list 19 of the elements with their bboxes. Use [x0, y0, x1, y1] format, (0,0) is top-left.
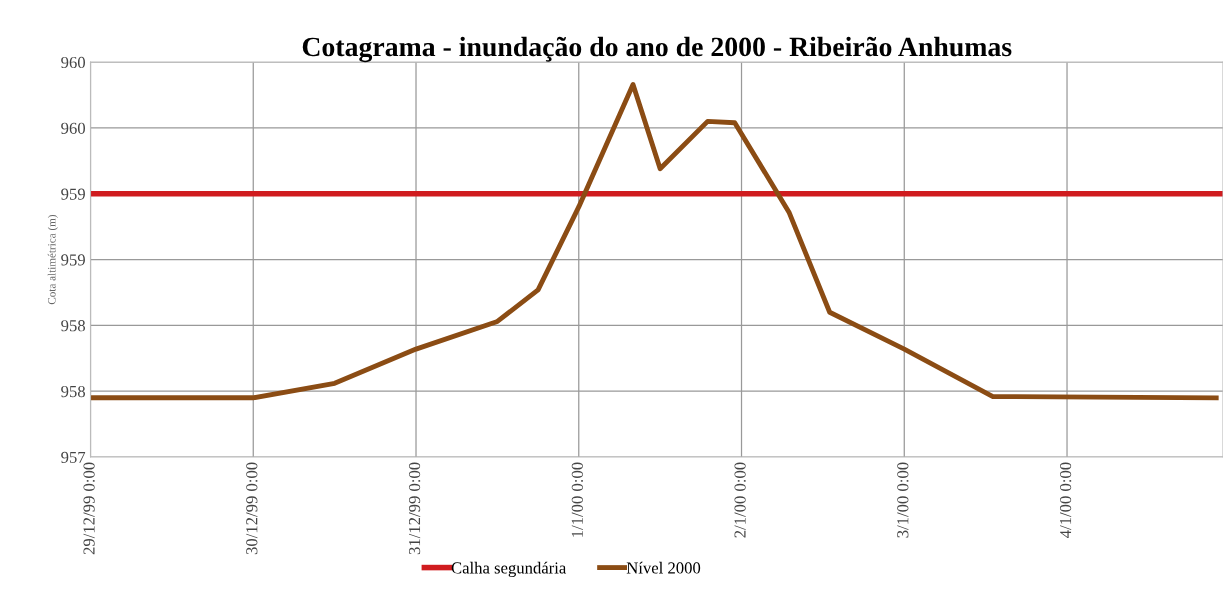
x-tick-label: 1/1/00 0:00	[571, 462, 584, 537]
x-tick-label: 3/1/00 0:00	[897, 462, 909, 538]
legend-label: Nível 2000	[626, 561, 701, 574]
x-tick-label: 31/12/99 0:00	[408, 462, 421, 555]
y-tick-label: 958	[61, 385, 86, 398]
y-tick-label: 957	[61, 451, 86, 463]
chart-title: Cotagrama - inundação do ano de 2000 - Ribeirão Anhumas	[302, 36, 1012, 63]
legend-label: Calha segundária	[451, 561, 567, 577]
y-tick-label: 959	[61, 188, 85, 200]
x-tick-label: 29/12/99 0:00	[83, 462, 95, 555]
y-axis-title: Cota altimétrica (m)	[47, 215, 58, 305]
y-tick-label: 958	[61, 320, 86, 332]
y-tick-label: 960	[61, 56, 86, 69]
x-tick-label: 2/1/00 0:00	[734, 462, 746, 538]
x-tick-label: 4/1/00 0:00	[1059, 462, 1072, 538]
y-tick-label: 960	[61, 122, 86, 134]
y-tick-label: 959	[61, 254, 85, 266]
line-series	[90, 82, 1219, 401]
x-tick-label: 30/12/99 0:00	[246, 462, 258, 555]
